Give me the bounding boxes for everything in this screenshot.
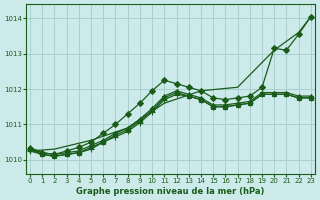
X-axis label: Graphe pression niveau de la mer (hPa): Graphe pression niveau de la mer (hPa): [76, 187, 265, 196]
